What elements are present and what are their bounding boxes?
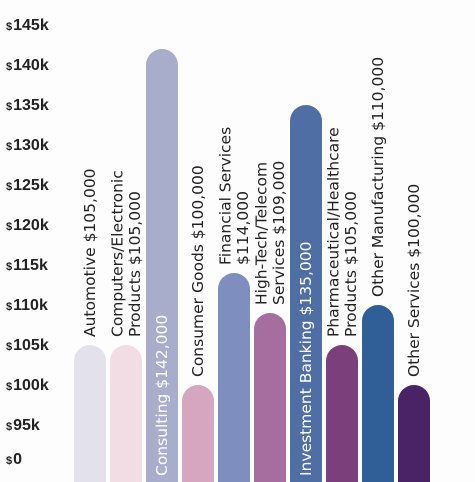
y-tick-label: $0 (6, 451, 22, 468)
bar-label: Services $109,000 (270, 161, 288, 305)
y-tick-label: $100k (6, 377, 49, 394)
y-tick-label: $95k (6, 417, 40, 434)
bar-label: Computers/Electronic (108, 170, 126, 337)
bar-high-tech-telecom-services (254, 313, 286, 482)
bars (74, 49, 430, 482)
bar-label: Consumer Goods $100,000 (189, 165, 207, 377)
y-tick-label: $145k (6, 17, 49, 34)
bar-label: Automotive $105,000 (81, 168, 99, 337)
bar-financial-services (218, 273, 250, 482)
bar-label: Consulting $142,000 (153, 315, 171, 476)
bar-consulting (146, 49, 178, 482)
y-tick-label: $110k (6, 297, 48, 314)
bar-labels: Automotive $105,000 Computers/Electronic P… (81, 57, 423, 476)
bar-label: High-Tech/Telecom (252, 162, 270, 305)
y-tick-label: $135k (6, 97, 49, 114)
y-tick-label: $130k (6, 137, 49, 154)
bar-computers-electronic-products (110, 345, 142, 482)
y-tick-label: $125k (6, 177, 49, 194)
bar-label: Investment Banking $135,000 (297, 241, 315, 476)
y-axis: $0 $95k $100k $105k $110k $115k $120k $125k $130… (6, 17, 49, 468)
bar-other-services (398, 385, 430, 482)
y-tick-label: $140k (6, 57, 49, 74)
bar-label: Other Manufacturing $110,000 (369, 57, 387, 297)
bar-label: Financial Services (216, 127, 234, 265)
bar-automotive (74, 345, 106, 482)
y-tick-label: $105k (6, 337, 49, 354)
bar-pharmaceutical-healthcare-products (326, 345, 358, 482)
bar-label: Other Services $100,000 (405, 184, 423, 377)
bar-consumer-goods (182, 385, 214, 482)
bar-label: Pharmaceutical/Healthcare (324, 127, 342, 337)
y-tick-label: $115k (6, 257, 48, 274)
bar-label: $114,000 (234, 191, 252, 265)
bar-label: Products $105,000 (342, 191, 360, 337)
bar-label: Products $105,000 (126, 191, 144, 337)
bar-investment-banking (290, 105, 322, 482)
bar-other-manufacturing (362, 305, 394, 482)
y-tick-label: $120k (6, 217, 49, 234)
